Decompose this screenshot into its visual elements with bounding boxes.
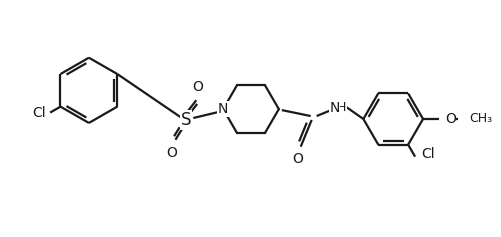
Text: N: N (218, 102, 228, 116)
Text: H: H (337, 101, 346, 114)
Text: N: N (329, 101, 340, 115)
Text: O: O (166, 146, 177, 160)
Text: O: O (445, 112, 456, 126)
Text: N: N (218, 102, 228, 116)
Text: O: O (192, 80, 203, 94)
Text: S: S (181, 111, 191, 129)
Text: O: O (292, 151, 303, 165)
Text: CH₃: CH₃ (469, 113, 492, 126)
Text: Cl: Cl (421, 147, 435, 161)
Text: Cl: Cl (33, 105, 46, 120)
